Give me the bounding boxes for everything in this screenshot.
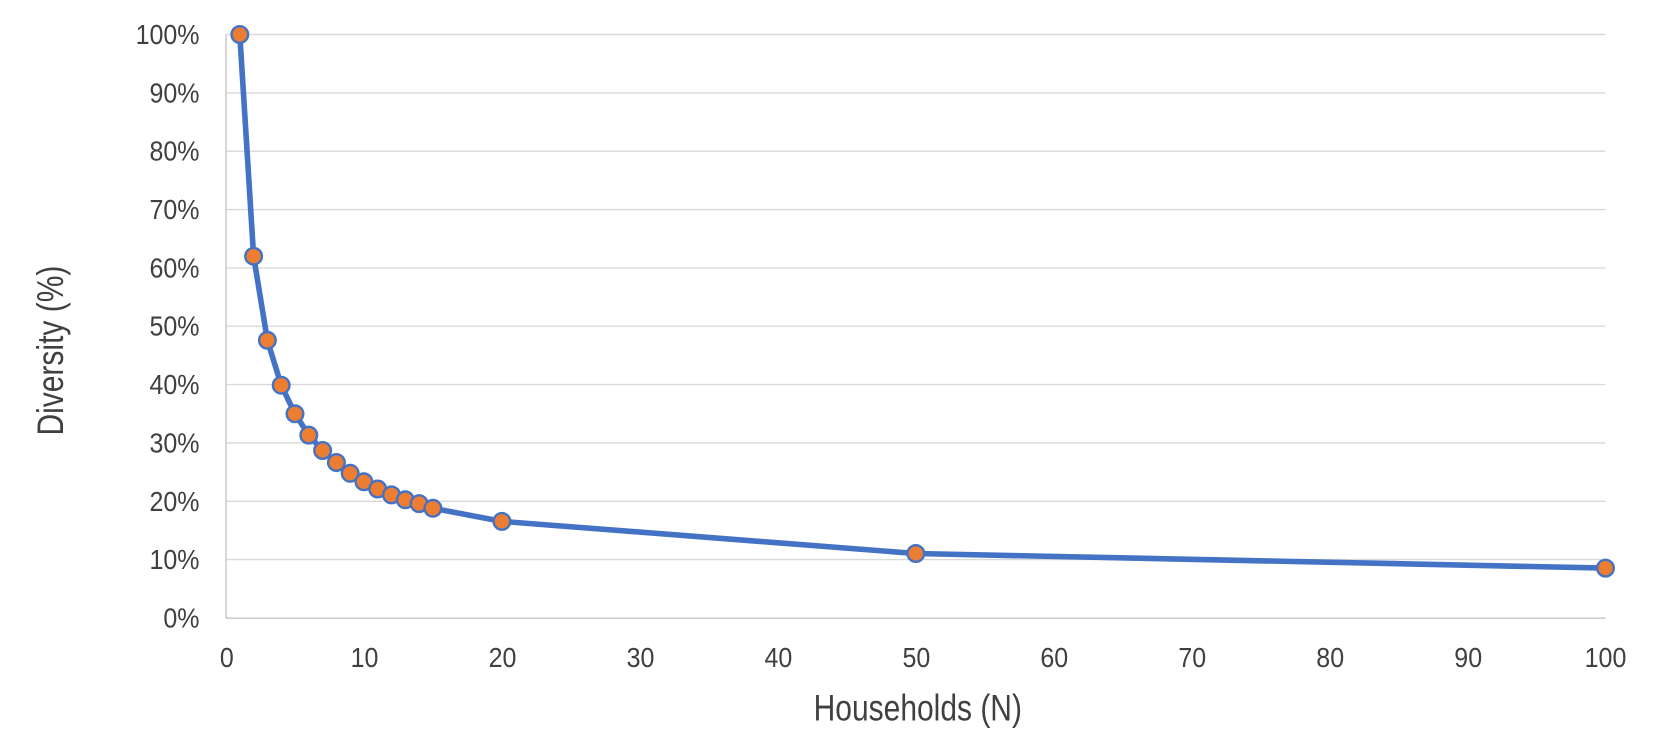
svg-text:100%: 100% — [136, 19, 200, 50]
svg-text:20%: 20% — [149, 486, 199, 517]
svg-text:50: 50 — [903, 642, 931, 673]
svg-text:Diversity (%): Diversity (%) — [30, 266, 72, 436]
svg-text:10: 10 — [351, 642, 379, 673]
svg-text:70: 70 — [1178, 642, 1206, 673]
svg-text:70%: 70% — [149, 194, 199, 225]
svg-text:40%: 40% — [149, 369, 199, 400]
svg-text:90: 90 — [1454, 642, 1482, 673]
svg-text:Households (N): Households (N) — [814, 687, 1022, 729]
svg-text:50%: 50% — [149, 311, 199, 342]
svg-text:0: 0 — [220, 642, 234, 673]
svg-text:90%: 90% — [149, 77, 199, 108]
svg-text:10%: 10% — [149, 544, 199, 575]
svg-text:30: 30 — [627, 642, 655, 673]
svg-text:20: 20 — [489, 642, 517, 673]
svg-text:100: 100 — [1585, 642, 1627, 673]
svg-text:0%: 0% — [163, 603, 199, 634]
svg-text:60%: 60% — [149, 252, 199, 283]
svg-text:80: 80 — [1316, 642, 1344, 673]
svg-text:40: 40 — [765, 642, 793, 673]
svg-text:60: 60 — [1040, 642, 1068, 673]
svg-text:80%: 80% — [149, 136, 199, 167]
svg-text:30%: 30% — [149, 427, 199, 458]
